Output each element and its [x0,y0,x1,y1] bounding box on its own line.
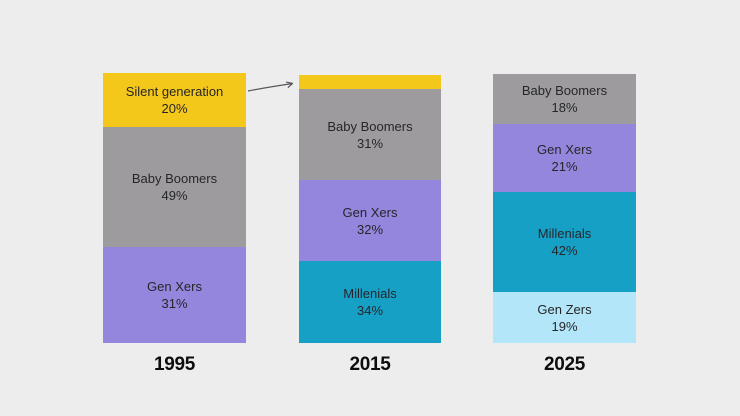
segment-1995-baby-boomers: Baby Boomers 49% [103,127,246,247]
segment-1995-silent-generation: Silent generation 20% [103,73,246,127]
segment-label: Millenials [343,286,397,301]
arrow-icon [247,81,294,92]
segment-value: 32% [356,221,384,237]
column-1995: Silent generation 20% Baby Boomers 49% G… [103,73,246,343]
segment-2015-silent-generation-sliver [299,75,441,89]
segment-label: Gen Xers [537,142,592,157]
segment-label: Baby Boomers [521,83,608,98]
segment-label: Millenials [537,226,592,241]
segment-2015-millenials: Millenials 34% [299,261,441,343]
segment-value: 20% [161,101,188,116]
segment-2025-gen-xers: Gen Xers 21% [493,124,636,192]
segment-value: 18% [551,100,578,115]
segment-value: 31% [161,296,188,311]
year-label-2025: 2025 [543,354,586,375]
segment-value: 49% [161,188,188,203]
segment-2025-baby-boomers: Baby Boomers 18% [493,74,636,124]
column-2015: Baby Boomers 31% Gen Xers 32% Millenials… [299,75,441,343]
segment-2015-baby-boomers: Baby Boomers 31% [299,89,441,180]
segment-value: 42% [551,243,578,258]
year-label-2015: 2015 [349,354,391,375]
segment-label: Gen Xers [342,204,398,220]
segment-1995-gen-xers: Gen Xers 31% [103,247,246,343]
segment-label: Baby Boomers [327,118,413,134]
segment-label: Gen Xers [147,279,202,294]
segment-value: 34% [356,303,384,318]
segment-2015-gen-xers: Gen Xers 32% [299,180,441,261]
column-2025: Baby Boomers 18% Gen Xers 21% Millenials… [493,74,636,343]
segment-2025-gen-zers: Gen Zers 19% [493,292,636,343]
segment-value: 19% [551,318,578,334]
segment-label: Gen Zers [537,301,592,317]
segment-label: Baby Boomers [131,171,218,186]
segment-value: 21% [551,159,578,174]
year-label-1995: 1995 [153,354,196,375]
segment-2025-millenials: Millenials 42% [493,192,636,292]
segment-label: Silent generation [125,84,224,99]
segment-value: 31% [356,135,384,151]
